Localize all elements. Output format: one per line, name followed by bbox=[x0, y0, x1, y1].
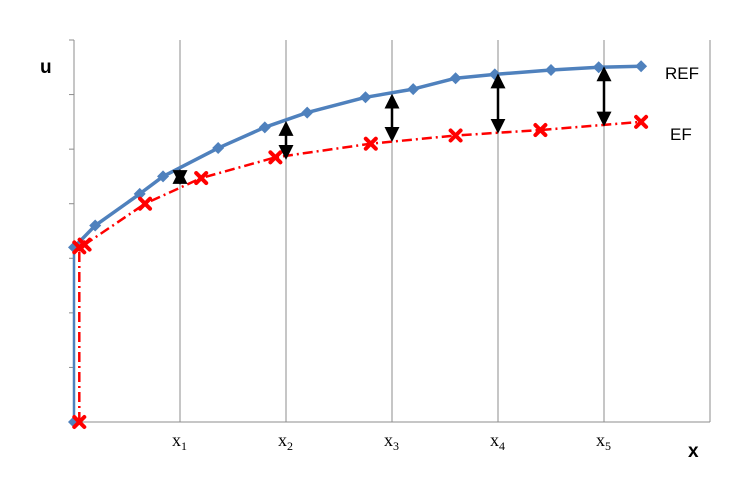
ref-point bbox=[89, 219, 102, 232]
grid bbox=[179, 40, 711, 422]
x-tick-label: x5 bbox=[596, 430, 611, 453]
ef-line bbox=[78, 120, 642, 422]
series-label-ref: REF bbox=[665, 64, 699, 83]
ef-point bbox=[194, 171, 209, 186]
ref-point bbox=[545, 64, 557, 77]
x-tick-label: x1 bbox=[172, 430, 187, 453]
ref-point bbox=[133, 187, 146, 200]
ef-point bbox=[363, 136, 378, 151]
ref-point bbox=[258, 121, 271, 134]
ref-point bbox=[407, 83, 420, 96]
ef-point bbox=[138, 196, 153, 211]
ef-point bbox=[634, 114, 649, 129]
ef-point bbox=[77, 237, 92, 252]
series-label-ef: EF bbox=[670, 125, 692, 144]
difference-arrows bbox=[172, 66, 612, 186]
axes bbox=[69, 39, 710, 423]
x-tick-label: x2 bbox=[278, 430, 293, 453]
x-axis-label: x bbox=[688, 441, 699, 462]
ref-point bbox=[157, 170, 170, 183]
ref-point bbox=[635, 60, 648, 73]
x-tick-label: x4 bbox=[490, 430, 505, 453]
x-tick-label: x3 bbox=[384, 430, 399, 453]
ref-point bbox=[359, 91, 372, 104]
series-ref bbox=[68, 60, 648, 428]
ref-line bbox=[72, 64, 642, 249]
ef-point bbox=[72, 415, 87, 429]
ef-point bbox=[448, 128, 463, 143]
ef-point bbox=[533, 123, 548, 138]
series-ef bbox=[72, 114, 649, 429]
ref-point bbox=[301, 106, 314, 119]
ref-point bbox=[449, 72, 462, 85]
x-tick-labels: x1 x2 x3 x4 x5 bbox=[172, 430, 611, 453]
y-axis-label: u bbox=[40, 57, 52, 78]
ref-point bbox=[212, 142, 225, 155]
